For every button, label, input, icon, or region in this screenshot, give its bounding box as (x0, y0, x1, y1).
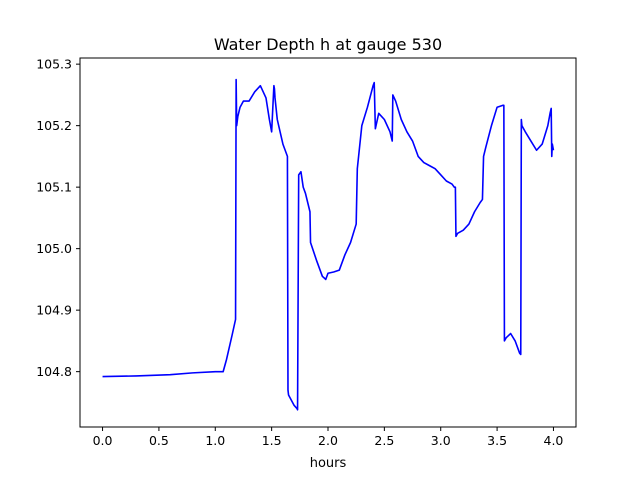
x-tick-label: 2.0 (318, 433, 338, 448)
x-tick-label: 0.0 (93, 433, 113, 448)
x-tick-label: 1.5 (262, 433, 282, 448)
y-tick-label: 105.3 (36, 57, 72, 72)
x-axis-label: hours (310, 456, 347, 471)
y-tick-label: 105.0 (36, 241, 72, 256)
series-layer (102, 78, 555, 411)
x-tick-label: 2.5 (374, 433, 394, 448)
x-tick-label: 0.5 (149, 433, 169, 448)
y-axis-ticks: 104.8 104.9 105.0 105.1 105.2 105.3 (36, 57, 80, 379)
x-tick-label: 3.0 (431, 433, 451, 448)
series-line-0 (102, 78, 555, 411)
x-tick-label: 4.0 (544, 433, 564, 448)
chart-title: Water Depth h at gauge 530 (214, 35, 442, 54)
y-tick-label: 104.9 (36, 303, 72, 318)
x-tick-label: 1.0 (205, 433, 225, 448)
y-tick-label: 105.2 (36, 118, 72, 133)
x-axis-ticks: 0.0 0.5 1.0 1.5 2.0 2.5 3.0 3.5 4.0 (93, 427, 564, 448)
y-tick-label: 105.1 (36, 180, 72, 195)
x-tick-label: 3.5 (487, 433, 507, 448)
y-tick-label: 104.8 (36, 364, 72, 379)
